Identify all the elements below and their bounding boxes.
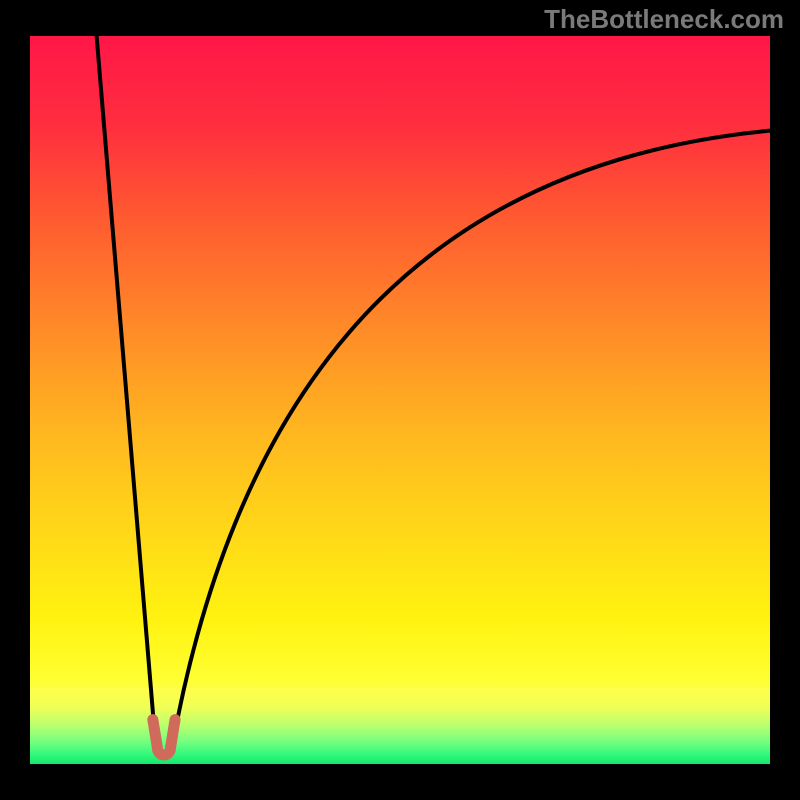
chart-frame-right xyxy=(770,0,800,800)
chart-plot-area xyxy=(30,36,770,764)
bottleneck-curve xyxy=(30,36,770,764)
chart-frame-bottom xyxy=(0,764,800,800)
curve-bottom-notch xyxy=(153,720,175,755)
watermark-text: TheBottleneck.com xyxy=(544,4,784,35)
curve-right-branch xyxy=(172,131,770,748)
curve-left-branch xyxy=(97,36,156,747)
chart-frame-left xyxy=(0,0,30,800)
